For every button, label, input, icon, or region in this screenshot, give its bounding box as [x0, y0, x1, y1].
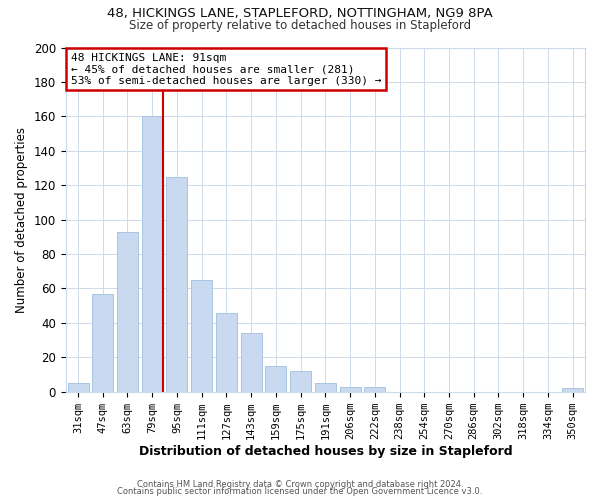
Text: Size of property relative to detached houses in Stapleford: Size of property relative to detached ho…: [129, 18, 471, 32]
X-axis label: Distribution of detached houses by size in Stapleford: Distribution of detached houses by size …: [139, 444, 512, 458]
Bar: [340, 386, 361, 392]
Bar: [315, 383, 336, 392]
Bar: [117, 232, 138, 392]
Bar: [142, 116, 163, 392]
Bar: [364, 386, 385, 392]
Bar: [241, 333, 262, 392]
Bar: [265, 366, 286, 392]
Bar: [562, 388, 583, 392]
Bar: [216, 312, 237, 392]
Bar: [68, 383, 89, 392]
Text: 48 HICKINGS LANE: 91sqm
← 45% of detached houses are smaller (281)
53% of semi-d: 48 HICKINGS LANE: 91sqm ← 45% of detache…: [71, 52, 382, 86]
Bar: [290, 371, 311, 392]
Bar: [191, 280, 212, 392]
Text: 48, HICKINGS LANE, STAPLEFORD, NOTTINGHAM, NG9 8PA: 48, HICKINGS LANE, STAPLEFORD, NOTTINGHA…: [107, 8, 493, 20]
Bar: [166, 176, 187, 392]
Text: Contains public sector information licensed under the Open Government Licence v3: Contains public sector information licen…: [118, 487, 482, 496]
Text: Contains HM Land Registry data © Crown copyright and database right 2024.: Contains HM Land Registry data © Crown c…: [137, 480, 463, 489]
Bar: [92, 294, 113, 392]
Y-axis label: Number of detached properties: Number of detached properties: [15, 126, 28, 312]
